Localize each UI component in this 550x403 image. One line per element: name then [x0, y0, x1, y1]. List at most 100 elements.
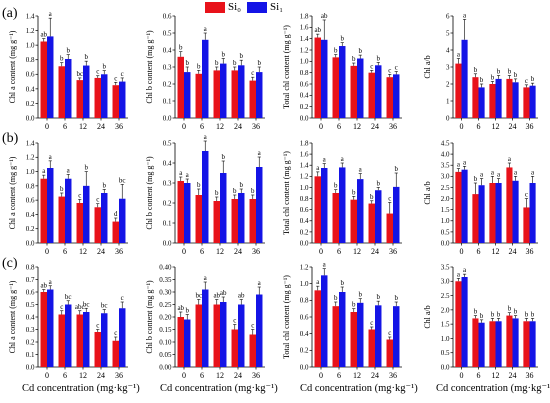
- y-tick-label: 0.6: [300, 80, 309, 88]
- y-tick-label: 0.5: [441, 349, 450, 357]
- bar-si1: [478, 322, 485, 367]
- significance-label: c: [388, 194, 391, 202]
- significance-label: b: [334, 47, 338, 55]
- bar-si1: [202, 289, 209, 367]
- x-tick-label: 12: [492, 247, 500, 256]
- bar-si0: [249, 199, 256, 243]
- significance-label: b: [497, 310, 501, 318]
- significance-label: c: [96, 68, 99, 76]
- y-tick-label: 1.8: [300, 139, 309, 147]
- bar-si0: [523, 321, 530, 367]
- significance-label: b: [394, 294, 398, 302]
- y-tick-label: 0.4: [300, 217, 309, 225]
- x-tick-label: 36: [389, 247, 397, 256]
- y-tick-label: 1.6: [300, 24, 309, 32]
- y-tick-label: 1.4: [26, 139, 35, 147]
- y-tick-label: 1.6: [300, 151, 309, 159]
- significance-label: a: [463, 266, 467, 274]
- bar-si1: [512, 180, 519, 243]
- bar-si1: [495, 321, 502, 367]
- bar-si0: [213, 201, 220, 243]
- significance-label: c: [251, 69, 254, 77]
- significance-label: b: [352, 188, 356, 196]
- bar-si1: [47, 289, 54, 367]
- row-label-c: (c): [2, 256, 18, 271]
- chart-panel: 0.0 0.2 0.4 0.6 0.8 1.0 1.2 1.4 1.6 1.8 Total chl …: [282, 139, 402, 256]
- y-tick-label: 2.5: [441, 184, 450, 192]
- y-axis-title: Total chl content (mg g⁻¹): [282, 275, 291, 359]
- bar-si1: [339, 46, 346, 118]
- legend-swatch-si1: [247, 1, 268, 13]
- significance-label: b: [215, 59, 219, 67]
- y-tick-label: 1.4: [26, 12, 35, 20]
- y-tick-label: 0.5: [26, 301, 35, 309]
- y-tick-label: 5: [446, 29, 450, 37]
- significance-label: a: [67, 166, 71, 174]
- y-tick-label: 0.0: [163, 114, 172, 122]
- significance-label: a: [204, 133, 208, 141]
- bar-si0: [231, 329, 238, 367]
- y-tick-label: 0: [446, 114, 450, 122]
- x-tick-label: 0: [182, 247, 186, 256]
- bar-si1: [339, 292, 346, 367]
- bar-si1: [512, 318, 519, 367]
- y-tick-label: 2.5: [441, 292, 450, 300]
- significance-label: b: [340, 35, 344, 43]
- bar-si0: [58, 196, 65, 243]
- bar-si1: [220, 63, 227, 118]
- significance-label: bc: [76, 70, 83, 78]
- y-tick-label: 0.8: [300, 69, 309, 77]
- y-tick-label: 4.0: [441, 151, 450, 159]
- y-tick-label: 0.1: [26, 351, 35, 359]
- y-tick-label: 0.2: [300, 103, 309, 111]
- y-tick-label: 0.2: [26, 100, 35, 108]
- significance-label: a: [457, 51, 461, 59]
- x-tick-label: 36: [252, 247, 260, 256]
- row-label-b: (b): [2, 131, 19, 146]
- chart-panel: 0.0 0.2 0.4 0.6 0.8 1.0 1.2 1.4 Chl a content (m…: [8, 10, 128, 131]
- significance-label: a: [491, 168, 495, 176]
- bar-si0: [472, 194, 479, 243]
- bar-si0: [314, 176, 321, 243]
- significance-label: a: [463, 11, 467, 19]
- x-caption-col1: Cd concentration (mg·kg⁻¹): [22, 383, 140, 394]
- bar-si1: [65, 58, 72, 118]
- y-tick-label: 0.0: [300, 363, 309, 371]
- bar-si1: [101, 74, 108, 118]
- bar-si0: [177, 181, 184, 243]
- bar-si1: [184, 183, 191, 243]
- significance-label: a: [531, 168, 535, 176]
- bar-si1: [65, 178, 72, 243]
- bar-si1: [321, 168, 328, 243]
- bar-si0: [231, 199, 238, 243]
- x-tick-label: 24: [509, 371, 517, 380]
- bar-si1: [83, 65, 90, 118]
- bar-si1: [101, 313, 108, 367]
- y-tick-label: 1.4: [300, 162, 309, 170]
- bar-si1: [256, 72, 263, 118]
- y-tick-label: 0.6: [300, 206, 309, 214]
- bar-si1: [47, 36, 54, 118]
- bar-si1: [357, 302, 364, 367]
- x-tick-label: 36: [389, 371, 397, 380]
- bar-si1: [375, 190, 382, 243]
- x-tick-label: 6: [337, 371, 341, 380]
- y-axis-title: Total chl content (mg g⁻¹): [282, 25, 291, 109]
- significance-label: c: [121, 294, 124, 302]
- significance-label: c: [395, 64, 398, 72]
- bar-si0: [40, 178, 47, 243]
- bar-si0: [350, 312, 357, 367]
- chart-panel: 0.00 0.05 0.10 0.15 0.20 0.25 0.30 0.35 0.40 Chl …: [145, 263, 265, 380]
- x-tick-label: 24: [97, 247, 105, 256]
- significance-label: c: [370, 319, 373, 327]
- chart-panel: 0.0 0.1 0.2 0.3 0.4 0.5 0.6 0.7 0.8 Chl a content…: [8, 263, 128, 380]
- y-tick-label: 0.3: [163, 63, 172, 71]
- chart-panel: 0.0 0.1 0.2 0.3 0.4 0.5 0.6 Chl b content (mg g…: [145, 12, 265, 131]
- significance-label: c: [525, 191, 528, 199]
- x-tick-label: 24: [97, 122, 105, 131]
- significance-label: bc: [101, 302, 108, 310]
- bar-si0: [249, 334, 256, 367]
- bar-si1: [512, 82, 519, 118]
